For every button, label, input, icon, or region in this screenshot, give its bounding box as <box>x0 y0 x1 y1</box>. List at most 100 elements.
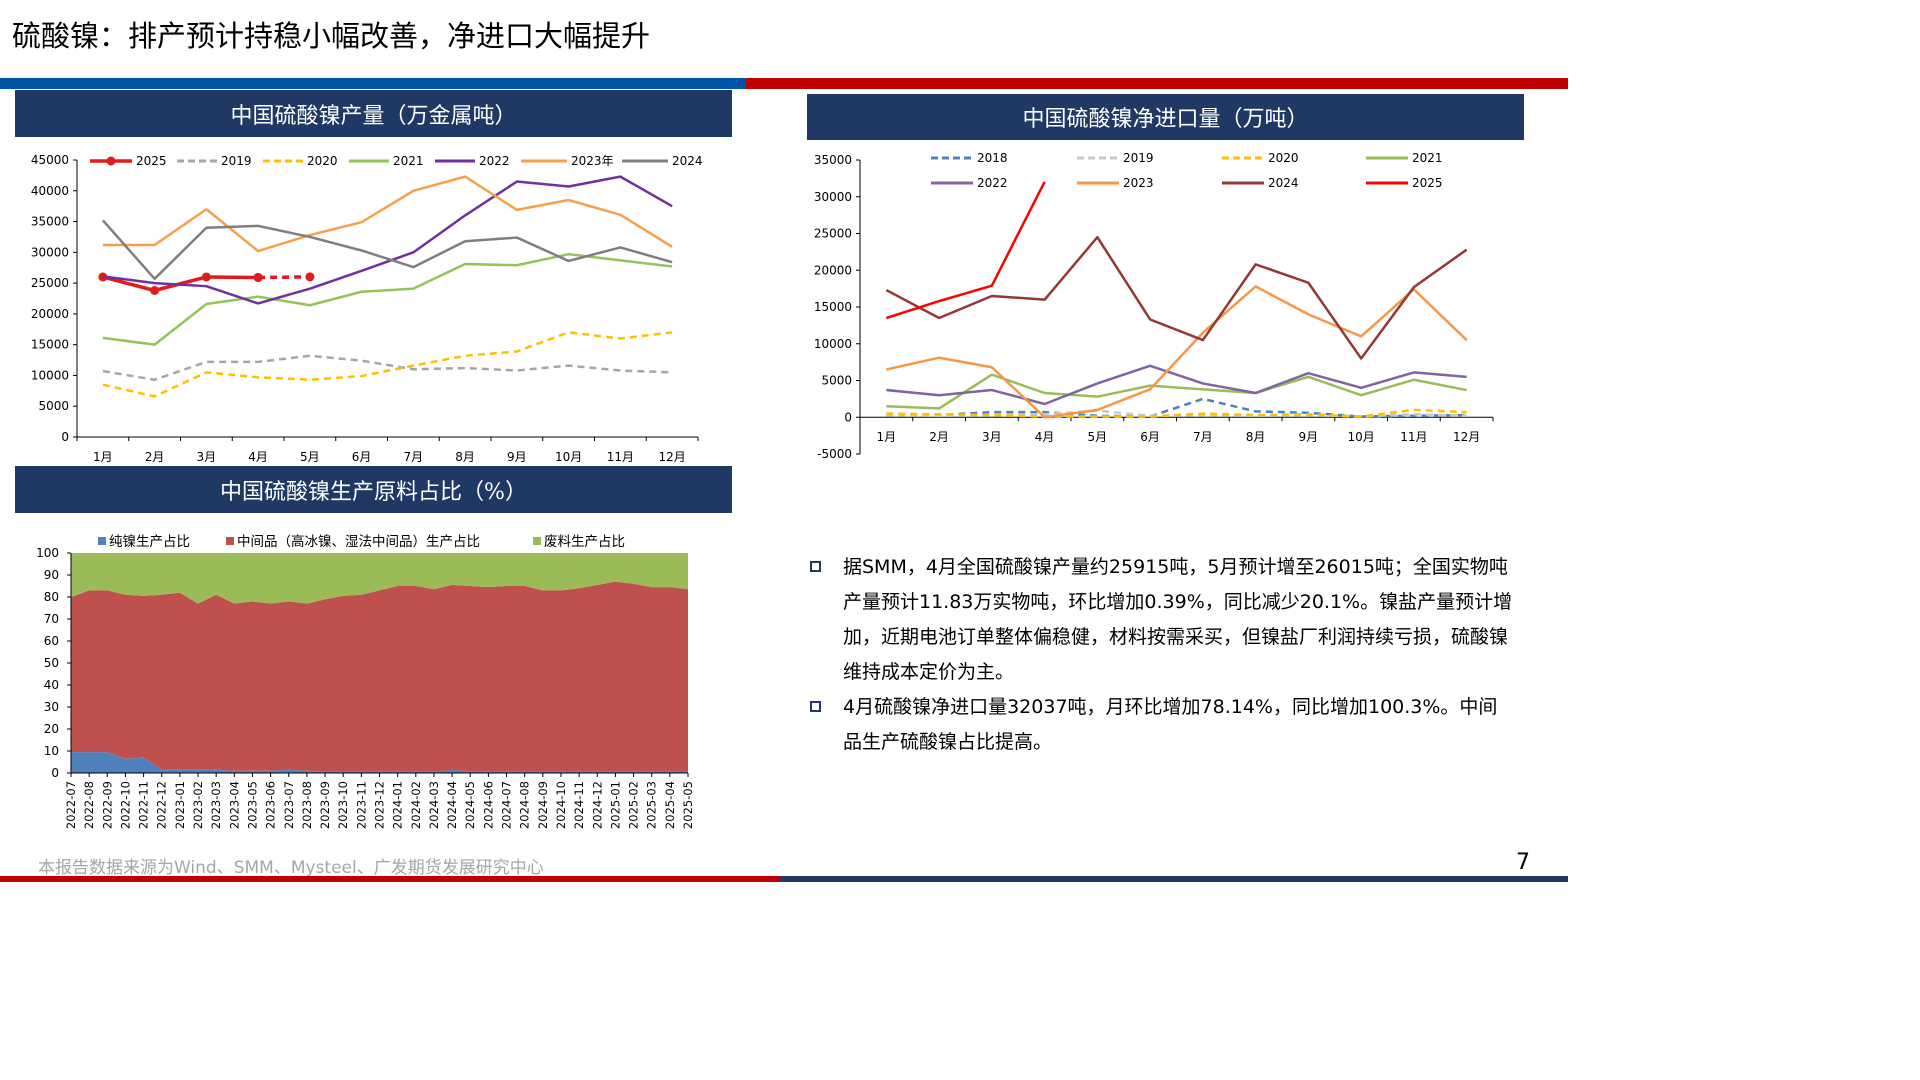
legend-marker <box>106 156 116 166</box>
feedstock-chart-title: 中国硫酸镍生产原料占比（%） <box>15 466 732 513</box>
series-area <box>71 581 688 772</box>
list-item: 4月硫酸镍净进口量32037吨，月环比增加78.14%，同比增加100.3%。中… <box>810 690 1515 760</box>
legend-swatch <box>226 537 234 545</box>
series-area <box>71 752 688 773</box>
x-tick-label: 2024-09 <box>536 781 550 829</box>
series-line-2021 <box>102 252 673 346</box>
x-tick-label: 2022-10 <box>118 781 132 829</box>
x-tick-label: 8月 <box>1246 430 1266 444</box>
legend-label: 2021 <box>393 154 424 168</box>
legend-label: 2022 <box>479 154 510 168</box>
x-tick-label: 2022-09 <box>100 781 114 829</box>
x-tick-label: 2024-07 <box>500 781 514 829</box>
y-tick-label: 25000 <box>31 276 69 290</box>
x-tick-label: 2023-11 <box>354 781 368 829</box>
y-tick-label: 30000 <box>814 190 852 204</box>
header-rule-blue <box>0 78 746 89</box>
x-tick-label: 2023-09 <box>318 781 332 829</box>
source-note: 本报告数据来源为Wind、SMM、Mysteel、广发期货发展研究中心 <box>38 858 544 878</box>
y-tick-label: -5000 <box>817 447 852 461</box>
x-tick-label: 11月 <box>607 450 634 464</box>
x-tick-label: 2024-11 <box>572 781 586 829</box>
x-tick-label: 2月 <box>929 430 949 444</box>
y-tick-label: 40000 <box>31 184 69 198</box>
series-line-2019 <box>102 354 673 382</box>
legend-label: 纯镍生产占比 <box>109 534 190 550</box>
x-tick-label: 2023-03 <box>209 781 223 829</box>
legend-label: 2020 <box>1268 151 1299 165</box>
y-tick-label: 90 <box>44 568 59 582</box>
x-tick-label: 1月 <box>93 450 113 464</box>
x-tick-label: 2023-10 <box>336 781 350 829</box>
legend-label: 中间品（高冰镍、湿法中间品）生产占比 <box>237 533 480 550</box>
y-tick-label: 20 <box>44 722 59 736</box>
series-line-2021 <box>886 373 1467 410</box>
legend-label: 2024 <box>672 154 703 168</box>
series-line-2024 <box>101 219 673 281</box>
legend-label: 2018 <box>977 151 1008 165</box>
x-tick-label: 8月 <box>455 450 475 464</box>
page-number: 7 <box>1516 850 1530 875</box>
y-tick-label: 70 <box>44 612 59 626</box>
x-tick-label: 2024-08 <box>518 781 532 829</box>
y-tick-label: 0 <box>844 410 852 424</box>
y-tick-label: 35000 <box>814 153 852 167</box>
commentary-list: 据SMM，4月全国硫酸镍产量约25915吨，5月预计增至26015吨；全国实物吨… <box>810 550 1515 760</box>
x-tick-label: 2023-02 <box>191 781 205 829</box>
legend-label: 废料生产占比 <box>544 534 625 550</box>
x-tick-label: 2022-12 <box>155 781 169 829</box>
production-line-chart: 0 5000 10000 15000 20000 25000 30000 35000 40000… <box>31 153 703 464</box>
legend-label: 2024 <box>1268 176 1299 190</box>
y-tick-label: 30 <box>44 700 59 714</box>
x-tick-label: 2025-02 <box>627 781 641 829</box>
y-tick-label: 30000 <box>31 245 69 259</box>
series-line-2023年 <box>102 175 673 253</box>
y-tick-label: 80 <box>44 590 59 604</box>
x-tick-label: 2023-05 <box>245 781 259 829</box>
bullet-text: 4月硫酸镍净进口量32037吨，月环比增加78.14%，同比增加100.3%。中… <box>843 696 1498 753</box>
x-tick-label: 2025-03 <box>645 781 659 829</box>
x-tick-label: 2024-03 <box>427 781 441 829</box>
x-tick-label: 5月 <box>300 450 320 464</box>
x-tick-label: 2023-07 <box>282 781 296 829</box>
x-tick-label: 2024-12 <box>590 781 604 829</box>
series-line-2025 <box>885 181 1046 320</box>
x-tick-label: 9月 <box>1299 430 1319 444</box>
legend-label: 2019 <box>1123 151 1154 165</box>
x-tick-label: 2023-06 <box>264 781 278 829</box>
square-bullet-icon <box>810 701 821 712</box>
x-tick-label: 7月 <box>404 450 424 464</box>
x-tick-label: 10月 <box>1347 430 1374 444</box>
x-tick-label: 2月 <box>145 450 165 464</box>
legend-swatch <box>98 537 106 545</box>
legend-label: 2020 <box>307 154 338 168</box>
y-tick-label: 10 <box>44 744 59 758</box>
series-line-2022 <box>886 364 1467 406</box>
y-tick-label: 45000 <box>31 153 69 167</box>
page-title: 硫酸镍：排产预计持稳小幅改善，净进口大幅提升 <box>12 19 651 53</box>
x-tick-label: 10月 <box>555 450 582 464</box>
x-tick-label: 2023-04 <box>227 781 241 829</box>
series-line-2025 <box>258 275 310 280</box>
x-tick-label: 2023-01 <box>173 781 187 829</box>
data-point <box>305 272 315 282</box>
x-tick-label: 9月 <box>507 450 527 464</box>
footer-rule-red <box>0 876 780 882</box>
y-tick-label: 100 <box>36 546 59 560</box>
x-tick-label: 12月 <box>1453 430 1480 444</box>
x-tick-label: 4月 <box>248 450 268 464</box>
x-tick-label: 5月 <box>1088 430 1108 444</box>
series-line-2020 <box>102 331 673 398</box>
x-tick-label: 3月 <box>197 450 217 464</box>
y-tick-label: 40 <box>44 678 59 692</box>
y-tick-label: 0 <box>51 766 59 780</box>
legend-label: 2025 <box>1412 176 1443 190</box>
x-tick-label: 2022-11 <box>137 781 151 829</box>
y-tick-label: 15000 <box>31 338 69 352</box>
x-tick-label: 2022-08 <box>82 781 96 829</box>
y-tick-label: 60 <box>44 634 59 648</box>
production-chart-title: 中国硫酸镍产量（万金属吨） <box>15 90 732 137</box>
net-import-chart-title: 中国硫酸镍净进口量（万吨） <box>807 94 1524 140</box>
list-item: 据SMM，4月全国硫酸镍产量约25915吨，5月预计增至26015吨；全国实物吨… <box>810 550 1515 690</box>
x-tick-label: 2024-01 <box>391 781 405 829</box>
